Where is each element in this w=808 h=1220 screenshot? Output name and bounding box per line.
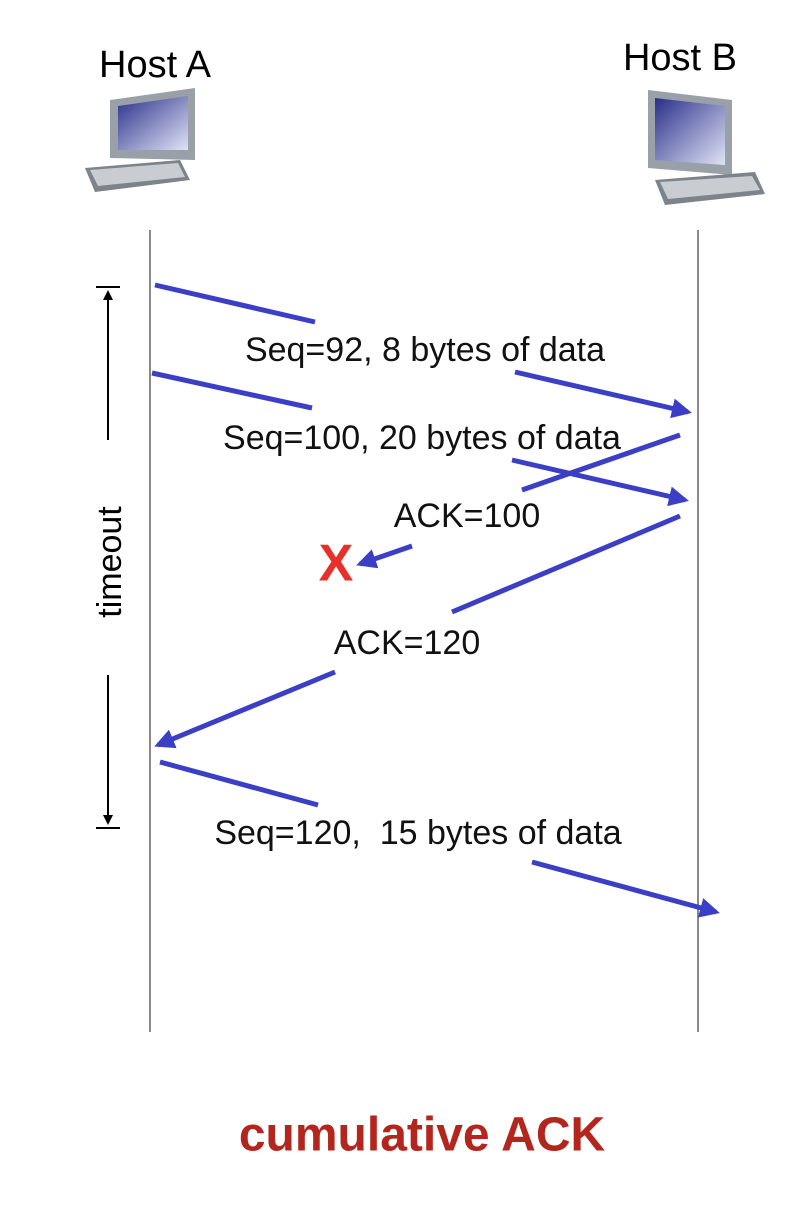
timeout-label: timeout <box>91 506 129 618</box>
timeout-arrow <box>96 286 120 829</box>
host-label: Host A <box>99 44 212 86</box>
message-label: Seq=120, 15 bytes of data <box>214 814 621 852</box>
message-label: Seq=100, 20 bytes of data <box>223 419 621 457</box>
message-label: Seq=92, 8 bytes of data <box>245 331 605 369</box>
message-label: ACK=120 <box>334 624 481 662</box>
caption: cumulative ACK <box>239 1109 606 1162</box>
message-label: ACK=100 <box>394 497 541 535</box>
computer-icon <box>85 88 195 192</box>
computer-icon <box>648 90 765 205</box>
loss-marker: X <box>319 535 354 593</box>
message-arrows <box>151 282 720 918</box>
host-label: Host B <box>623 37 737 79</box>
